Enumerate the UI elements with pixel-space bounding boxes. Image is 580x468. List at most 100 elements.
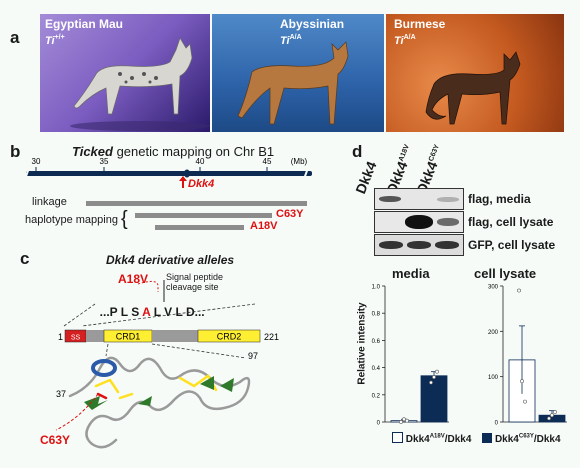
- cleavage-line-2: cleavage site: [166, 282, 219, 292]
- data-point: [553, 410, 557, 414]
- cat-photo-egyptian-mau: Egyptian Mau Ti+/+: [40, 14, 210, 132]
- blot-flag-media: [374, 188, 464, 210]
- bar-charts: 0 0.2 0.4 0.6 0.8 1.0 0 100 200 300: [372, 285, 567, 427]
- y-tick-label: 0.4: [372, 366, 381, 372]
- chart-media: 0 0.2 0.4 0.6 0.8 1.0: [372, 285, 449, 427]
- caption-egyptian-mau: Egyptian Mau Ti+/+: [45, 17, 123, 48]
- variant-c63y-label: C63Y: [276, 208, 304, 220]
- tick-label-30: 30: [32, 157, 41, 166]
- domain-linker-2: [152, 330, 198, 342]
- cat-silhouette: [70, 37, 210, 131]
- band-lane2: [407, 241, 431, 249]
- blot-label-flag-media: flag, media: [468, 192, 531, 206]
- legend: Dkk4A18V/Dkk4 Dkk4C63Y/Dkk4: [392, 432, 561, 445]
- tick-label-40: 40: [196, 157, 205, 166]
- data-point: [399, 420, 403, 424]
- sequence-mutation: A: [142, 305, 151, 319]
- genotype-superscript: A/A: [403, 34, 416, 41]
- panel-d-label: d: [352, 142, 363, 161]
- domain-crd2-label: CRD2: [217, 332, 242, 342]
- blot-label-gfp-lysate: GFP, cell lysate: [468, 238, 556, 252]
- crystal-structure: [68, 356, 251, 449]
- legend-filled-sup: C63Y: [518, 433, 534, 440]
- legend-filled-name: Dkk4: [494, 434, 519, 445]
- zoom-line-right: [81, 303, 256, 327]
- chart-title-cell-lysate: cell lysate: [474, 266, 537, 281]
- breed-name: Egyptian Mau: [45, 17, 124, 31]
- genotype-superscript: +/+: [54, 34, 65, 41]
- genotype: Ti: [280, 35, 290, 47]
- beta-strands: [84, 376, 234, 410]
- data-point: [435, 369, 439, 374]
- panel-c-label: c: [20, 249, 30, 268]
- domain-ss-label: SS: [71, 335, 81, 342]
- cleavage-site-label: Signal peptide cleavage site: [166, 272, 223, 292]
- domain-start: 1: [58, 332, 63, 342]
- chromosome-map: 30 35 40 45 (Mb): [24, 157, 312, 180]
- y-tick-label: 100: [488, 375, 499, 381]
- haplotype-bar-c63y: [135, 213, 272, 218]
- genotype: Ti: [394, 35, 404, 47]
- dkk4-arrow: [179, 176, 187, 188]
- y-tick-label: 0: [495, 421, 499, 427]
- blot-flag-lysate: [374, 211, 464, 233]
- y-tick-label: 0.6: [372, 339, 381, 345]
- chart-cell-lysate: 0 100 200 300: [488, 285, 567, 427]
- blot-label-flag-lysate: flag, cell lysate: [468, 215, 554, 229]
- c63y-pointer: [55, 393, 99, 431]
- band-lane1: [379, 196, 401, 202]
- lane-sup: A18V: [397, 143, 411, 163]
- tick-label-45: 45: [263, 157, 272, 166]
- blot-gfp-lysate: [374, 234, 464, 256]
- panel-a-label: a: [10, 28, 20, 47]
- genotype: Ti: [45, 35, 55, 47]
- data-point: [402, 417, 406, 422]
- domain-crd1-label: CRD1: [116, 332, 141, 342]
- tick-label-35: 35: [100, 157, 109, 166]
- y-tick-label: 0.8: [372, 312, 381, 318]
- haplotype-brace: {: [121, 208, 128, 230]
- haplotype-bar-a18v: [155, 225, 244, 230]
- a18v-pointer: [137, 280, 159, 292]
- zoom-line-a: [105, 343, 109, 357]
- chart-title-media: media: [392, 266, 430, 281]
- zoom-line-b: [151, 343, 247, 359]
- y-tick-label: 200: [488, 330, 499, 336]
- cat-silhouette: [237, 41, 349, 125]
- data-point: [432, 375, 436, 380]
- genotype-superscript: A/A: [289, 34, 302, 41]
- breed-name: Abyssinian: [280, 17, 345, 31]
- data-point: [547, 416, 551, 421]
- legend-filled-suffix: /Dkk4: [533, 434, 561, 445]
- centromere: [184, 169, 190, 178]
- legend-open-name: Dkk4: [405, 434, 430, 445]
- y-tick-label: 0: [377, 421, 381, 427]
- panel-b-label: b: [10, 142, 21, 161]
- data-point: [520, 379, 524, 384]
- y-tick-label: 300: [488, 285, 499, 291]
- band-lane3: [437, 218, 459, 226]
- peptide-sequence: ...P L S A L V L D...: [93, 291, 205, 319]
- a18v-label: A18V: [118, 272, 149, 286]
- residue-37: 37: [56, 389, 66, 399]
- band-lane3: [435, 241, 459, 249]
- domain-crd2: [197, 329, 261, 343]
- domain-end: 221: [264, 332, 279, 342]
- domain-linker-1: [86, 330, 104, 342]
- caption-abyssinian: Abyssinian TiA/A: [280, 17, 344, 48]
- linkage-label: linkage: [32, 196, 67, 208]
- protein-diagram: 1 SS CRD1 CRD2 221 97 37 C63Y: [40, 280, 279, 449]
- c63y-structure-label: C63Y: [40, 433, 70, 447]
- chromosome-ticks: [35, 167, 268, 171]
- band-lane2: [405, 215, 433, 229]
- breed-name: Burmese: [394, 17, 446, 31]
- lane-sup: C63Y: [427, 143, 441, 163]
- data-point: [429, 380, 433, 385]
- chromosome-bar: [26, 171, 312, 176]
- legend-open-swatch: [392, 432, 403, 443]
- title-italic: Ticked: [72, 144, 113, 159]
- legend-open-suffix: /Dkk4: [444, 434, 472, 445]
- chromosome-breaks: [24, 167, 309, 180]
- title-rest: genetic mapping on Chr B1: [112, 144, 275, 159]
- band-lane3: [437, 197, 459, 202]
